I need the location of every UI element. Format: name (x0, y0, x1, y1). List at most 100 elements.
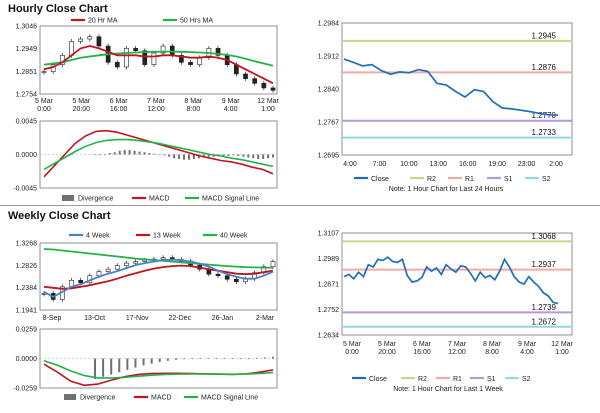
hourly-price-candle (151, 52, 157, 65)
legend-40-week: 40 Week (220, 233, 248, 240)
weekly-1w-level-label: 1.3068 (532, 232, 557, 241)
hourly-macd-divergence-bar (207, 154, 210, 157)
legend-1w-s1: S1 (487, 376, 496, 383)
weekly-1w-frame (341, 232, 573, 336)
weekly-macd-divergence-bar (263, 357, 266, 359)
hourly-price-ma20 (43, 45, 274, 85)
hourly-price-ma50 (43, 50, 274, 67)
hourly-price-candle (96, 36, 102, 47)
hourly-price-xtick: 12:00 (147, 106, 165, 113)
hourly-24h-level-label: 1.2945 (532, 31, 557, 40)
weekly-1w-xtick: 20:00 (378, 349, 396, 356)
hourly-macd-divergence-bar (262, 154, 265, 159)
weekly-1w-level-label: 1.2739 (532, 303, 557, 312)
weekly-macd-signal-line (43, 360, 274, 379)
hourly-24h-xtick: 19:00 (488, 161, 506, 168)
weekly-price-ma4 (43, 258, 274, 298)
weekly-1w-level-label: 1.2672 (532, 317, 557, 326)
hourly-macd-divergence-bar (242, 154, 245, 157)
weekly-price-candle (124, 262, 129, 266)
legend-1w-s2: S2 (522, 376, 531, 383)
hourly-price-candle (133, 48, 138, 51)
weekly-price-candle (96, 271, 102, 277)
weekly-macd-ytick: -0.0259 (13, 386, 37, 393)
hourly-price-xtick: 8 Mar (184, 98, 203, 105)
weekly-price-xtick: 26-Jan (212, 315, 234, 322)
hourly-macd-macd-line (43, 129, 274, 178)
hourly-24h-xtick: 16:00 (459, 161, 477, 168)
hourly-price-xtick: 12 Mar (257, 98, 279, 105)
legend-24h-r2: R2 (427, 176, 436, 183)
hourly-macd-divergence-bar (123, 150, 126, 155)
weekly-price-xtick: 17-Nov (126, 315, 149, 322)
weekly-price-candle (215, 273, 221, 277)
legend-weekly-divergence-swatch (64, 394, 76, 400)
weekly-price-frame (39, 242, 278, 311)
weekly-price-ma13 (43, 264, 274, 290)
weekly-1w-ytick: 1.2752 (318, 307, 340, 314)
hourly-24h-xtick: 10:00 (400, 161, 418, 168)
hourly-macd-ytick: 0.0045 (16, 119, 38, 126)
hourly-macd-signal-line (43, 138, 274, 171)
weekly-macd-divergence-bar (134, 358, 137, 368)
weekly-price-candle (234, 278, 239, 283)
weekly-macd-divergence-bar (183, 358, 185, 360)
hourly-price-xtick: 0:00 (37, 106, 51, 113)
weekly-macd-divergence-bar (150, 358, 153, 364)
hourly-macd-divergence-bar (133, 150, 136, 155)
weekly-price-candle (133, 261, 138, 264)
weekly-1w-level-label: 1.2937 (532, 260, 557, 269)
hourly-macd-divergence-bar (103, 154, 106, 156)
weekly-price-ytick: 1.1941 (16, 308, 38, 315)
hourly-price-xtick: 1:00 (261, 106, 275, 113)
weekly-price-xtick: 22-Dec (169, 315, 192, 322)
hourly-24h-frame (341, 22, 573, 156)
weekly-macd-divergence-bar (239, 358, 242, 359)
weekly-macd-divergence-bar (110, 358, 113, 375)
weekly-price-ytick: 1.2384 (16, 285, 38, 292)
weekly-macd-divergence-bar (207, 358, 210, 359)
hourly-price-candle (41, 71, 47, 73)
weekly-macd-divergence-bar (142, 358, 145, 366)
weekly-macd-divergence-bar (199, 358, 202, 359)
hourly-price-candle (160, 45, 166, 54)
legend-1w-close: Close (369, 376, 387, 383)
legend-1w-r1: R1 (453, 376, 462, 383)
hourly-macd-divergence-bar (227, 154, 230, 156)
hourly-chart-title: Hourly Close Chart (8, 3, 108, 15)
hourly-macd-divergence-bar (178, 154, 181, 159)
hourly-macd-divergence-bar (94, 154, 96, 156)
hourly-price-xtick: 7 Mar (147, 98, 166, 105)
legend-4-week: 4 Week (86, 233, 110, 240)
weekly-price-candle (105, 268, 111, 272)
hourly-macd-divergence-bar (153, 153, 156, 155)
hourly-24h-ytick: 1.2912 (318, 54, 340, 61)
legend-weekly-divergence: Divergence (80, 395, 116, 402)
weekly-macd-ytick: 0.0259 (16, 327, 38, 334)
weekly-1w-xtick: 7 Mar (448, 341, 467, 348)
hourly-24h-xtick: 4:00 (343, 161, 357, 168)
legend-24h-s2: S2 (542, 176, 551, 183)
weekly-1w-ytick: 1.2989 (318, 256, 340, 263)
weekly-1w-xtick: 5 Mar (343, 341, 362, 348)
hourly-macd-divergence-bar (237, 154, 240, 156)
hourly-24h-ytick: 1.2695 (318, 153, 340, 160)
weekly-1w-xtick: 9 Mar (518, 341, 537, 348)
weekly-1w-xtick: 0:00 (345, 349, 359, 356)
hourly-price-ytick: 1.2851 (16, 69, 38, 76)
weekly-1w-xtick: 5 Mar (378, 341, 397, 348)
hourly-macd-divergence-bar (113, 152, 116, 155)
weekly-1w-xtick: 16:00 (413, 349, 431, 356)
hourly-24h-close-line (343, 58, 559, 117)
hourly-price-candle (114, 62, 120, 68)
hourly-24h-level-label: 1.2733 (532, 128, 557, 137)
weekly-1w-ytick: 1.2634 (318, 333, 340, 340)
legend-24h-close: Close (371, 176, 389, 183)
weekly-macd-divergence-bar (166, 358, 169, 361)
hourly-macd-divergence-bar (108, 153, 111, 155)
hourly-macd-divergence-bar (143, 152, 146, 155)
weekly-price-candle (160, 257, 166, 260)
hourly-price-candle (197, 57, 203, 65)
weekly-price-candle (114, 265, 120, 270)
legend-20hr-ma: 20 Hr MA (88, 18, 118, 25)
